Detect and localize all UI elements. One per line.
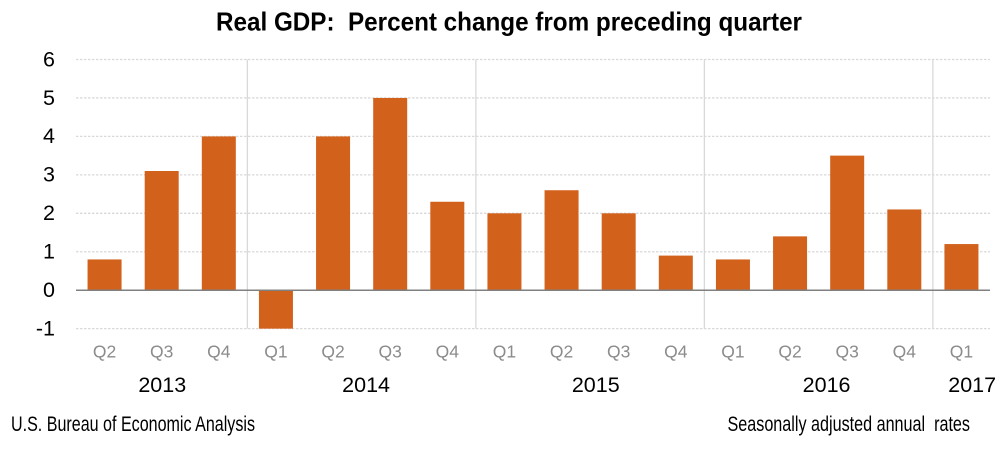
- svg-text:1: 1: [43, 240, 55, 264]
- svg-text:2016: 2016: [803, 373, 851, 397]
- svg-text:Q4: Q4: [893, 341, 917, 361]
- svg-text:Q3: Q3: [607, 341, 630, 361]
- svg-text:Q4: Q4: [207, 341, 231, 361]
- svg-text:Q3: Q3: [150, 341, 173, 361]
- svg-text:Q3: Q3: [836, 341, 859, 361]
- svg-text:Q2: Q2: [550, 341, 573, 361]
- svg-text:Q2: Q2: [778, 341, 801, 361]
- svg-text:2014: 2014: [342, 373, 390, 397]
- svg-text:Q2: Q2: [321, 341, 344, 361]
- svg-text:2: 2: [43, 201, 55, 225]
- svg-text:Q1: Q1: [264, 341, 287, 361]
- svg-text:Q1: Q1: [721, 341, 744, 361]
- svg-text:2013: 2013: [138, 373, 186, 397]
- svg-text:U.S. Bureau of Economic Analys: U.S. Bureau of Economic Analysis: [11, 413, 255, 436]
- svg-text:0: 0: [43, 278, 55, 302]
- svg-text:Q3: Q3: [379, 341, 402, 361]
- svg-text:2015: 2015: [572, 373, 620, 397]
- svg-text:Q4: Q4: [664, 341, 688, 361]
- svg-text:3: 3: [43, 163, 55, 187]
- svg-text:-1: -1: [36, 316, 55, 340]
- svg-text:Seasonally adjusted annual ra: Seasonally adjusted annual rates: [728, 413, 971, 436]
- svg-text:Real GDP: Percent change from: Real GDP: Percent change from preceding …: [216, 7, 802, 37]
- svg-text:Q2: Q2: [93, 341, 116, 361]
- svg-text:2017: 2017: [948, 373, 996, 397]
- svg-text:Q1: Q1: [950, 341, 973, 361]
- svg-text:5: 5: [43, 86, 55, 110]
- svg-text:Q4: Q4: [436, 341, 460, 361]
- svg-text:4: 4: [43, 124, 55, 148]
- svg-text:6: 6: [43, 47, 55, 71]
- svg-text:Q1: Q1: [493, 341, 516, 361]
